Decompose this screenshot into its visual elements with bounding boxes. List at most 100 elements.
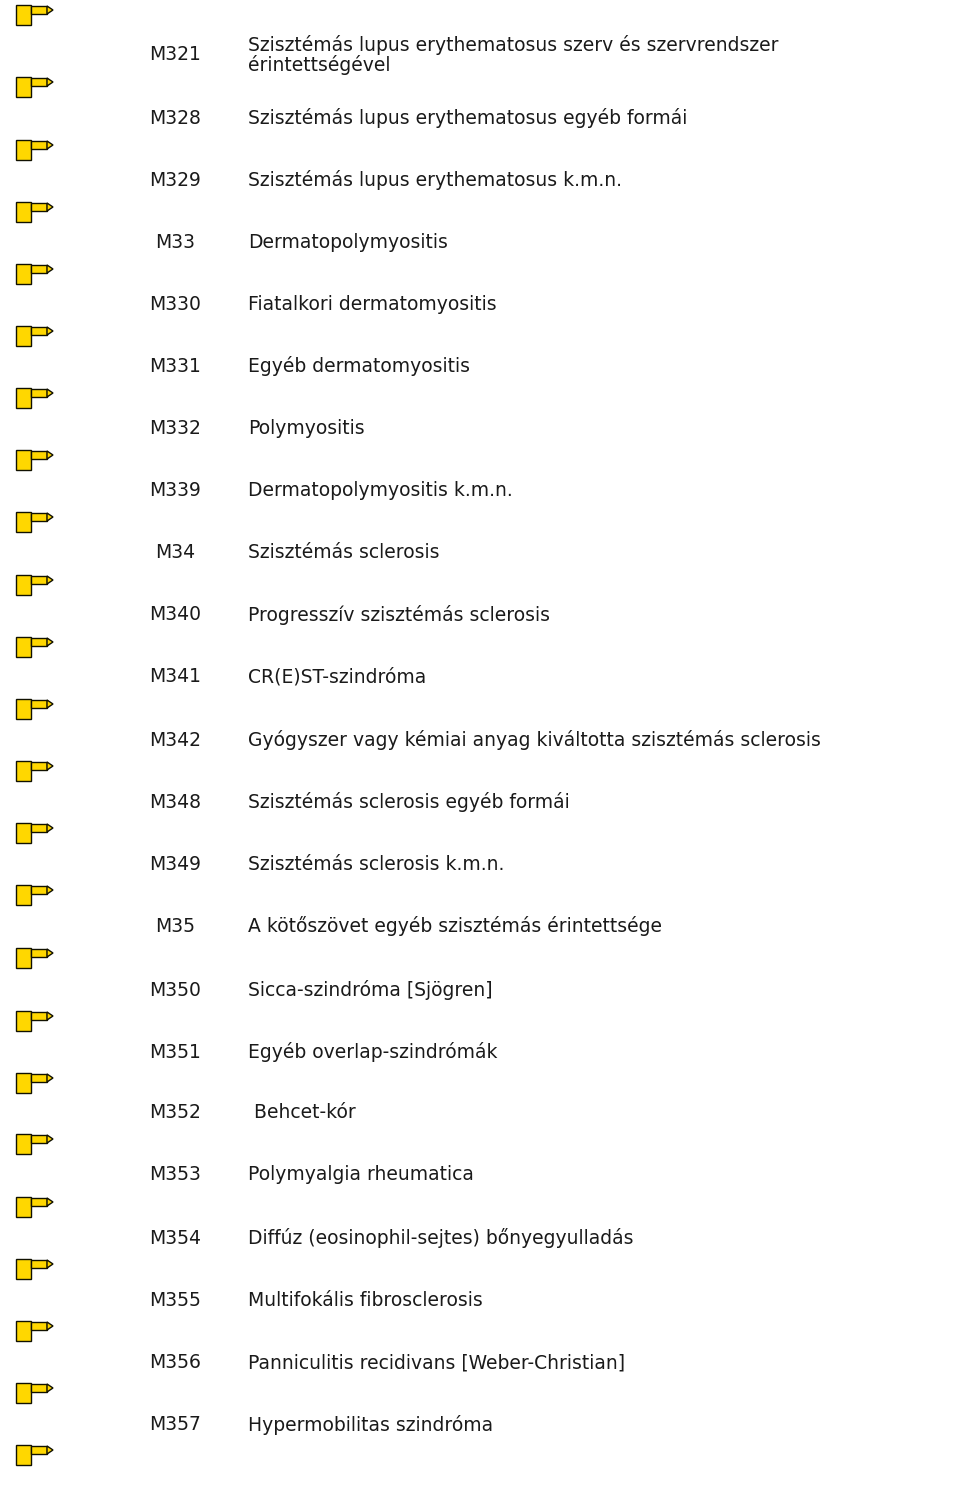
Text: érintettségével: érintettségével (248, 55, 391, 75)
Text: Szisztémás lupus erythematosus szerv és szervrendszer: Szisztémás lupus erythematosus szerv és … (248, 36, 779, 55)
Text: Progresszív szisztémás sclerosis: Progresszív szisztémás sclerosis (248, 604, 550, 625)
Text: A kötőszövet egyéb szisztémás érintettsége: A kötőszövet egyéb szisztémás érintettsé… (248, 916, 662, 935)
Bar (31, 78, 47, 87)
FancyBboxPatch shape (16, 885, 31, 906)
Text: Egyéb dermatomyositis: Egyéb dermatomyositis (248, 357, 470, 376)
Text: Panniculitis recidivans [Weber-Christian]: Panniculitis recidivans [Weber-Christian… (248, 1353, 625, 1373)
Text: Szisztémás sclerosis egyéb formái: Szisztémás sclerosis egyéb formái (248, 792, 569, 812)
FancyBboxPatch shape (16, 1444, 31, 1465)
FancyBboxPatch shape (16, 1320, 31, 1341)
Text: M33: M33 (155, 233, 195, 252)
Bar (31, 327, 47, 336)
FancyBboxPatch shape (16, 1134, 31, 1153)
FancyBboxPatch shape (16, 140, 31, 160)
Bar (31, 1074, 47, 1082)
Bar (31, 142, 47, 149)
FancyBboxPatch shape (16, 698, 31, 719)
Text: M341: M341 (149, 667, 201, 686)
Text: Polymyositis: Polymyositis (248, 418, 365, 437)
Bar (31, 6, 47, 13)
FancyBboxPatch shape (16, 1073, 31, 1094)
FancyBboxPatch shape (16, 1012, 31, 1031)
Bar (31, 1446, 47, 1455)
Polygon shape (47, 1012, 53, 1021)
FancyBboxPatch shape (16, 325, 31, 346)
Text: M351: M351 (149, 1043, 201, 1061)
Bar (31, 451, 47, 460)
Bar (31, 576, 47, 583)
Bar (31, 266, 47, 273)
Text: Sicca-szindróma [Sjögren]: Sicca-szindróma [Sjögren] (248, 980, 492, 1000)
Bar (31, 1261, 47, 1268)
Bar (31, 389, 47, 397)
Text: CR(E)ST-szindróma: CR(E)ST-szindróma (248, 667, 426, 686)
Text: M331: M331 (149, 357, 201, 376)
Bar (31, 886, 47, 894)
FancyBboxPatch shape (16, 451, 31, 470)
Polygon shape (47, 1198, 53, 1206)
Bar (31, 762, 47, 770)
Text: M342: M342 (149, 731, 201, 749)
Text: M339: M339 (149, 480, 201, 500)
FancyBboxPatch shape (16, 264, 31, 283)
Text: M35: M35 (155, 916, 195, 935)
Text: M328: M328 (149, 109, 201, 127)
Bar (31, 513, 47, 521)
FancyBboxPatch shape (16, 4, 31, 25)
Polygon shape (47, 886, 53, 894)
Polygon shape (47, 203, 53, 210)
Text: Dermatopolymyositis k.m.n.: Dermatopolymyositis k.m.n. (248, 480, 513, 500)
FancyBboxPatch shape (16, 574, 31, 595)
Text: Multifokális fibrosclerosis: Multifokális fibrosclerosis (248, 1291, 483, 1310)
Text: M349: M349 (149, 855, 201, 873)
FancyBboxPatch shape (16, 78, 31, 97)
FancyBboxPatch shape (16, 824, 31, 843)
Polygon shape (47, 1385, 53, 1392)
Polygon shape (47, 824, 53, 833)
FancyBboxPatch shape (16, 637, 31, 656)
Polygon shape (47, 576, 53, 583)
Text: M340: M340 (149, 606, 201, 625)
Text: Diffúz (eosinophil-sejtes) bőnyegyulladás: Diffúz (eosinophil-sejtes) bőnyegyulladá… (248, 1228, 634, 1247)
Polygon shape (47, 451, 53, 460)
Text: M350: M350 (149, 980, 201, 1000)
Text: Gyógyszer vagy kémiai anyag kiváltotta szisztémás sclerosis: Gyógyszer vagy kémiai anyag kiváltotta s… (248, 730, 821, 750)
Text: M352: M352 (149, 1104, 201, 1122)
Bar (31, 1012, 47, 1021)
Text: M330: M330 (149, 294, 201, 313)
Text: M354: M354 (149, 1228, 201, 1247)
Text: Behcet-kór: Behcet-kór (248, 1104, 356, 1122)
FancyBboxPatch shape (16, 1383, 31, 1402)
Text: Szisztémás lupus erythematosus k.m.n.: Szisztémás lupus erythematosus k.m.n. (248, 170, 622, 189)
Text: M357: M357 (149, 1416, 201, 1434)
Text: Egyéb overlap-szindrómák: Egyéb overlap-szindrómák (248, 1041, 497, 1062)
Text: M34: M34 (155, 543, 195, 562)
Polygon shape (47, 1322, 53, 1329)
Polygon shape (47, 762, 53, 770)
Text: M353: M353 (149, 1165, 201, 1185)
Bar (31, 1198, 47, 1206)
Bar (31, 1385, 47, 1392)
Bar (31, 700, 47, 709)
Bar (31, 949, 47, 956)
Text: M356: M356 (149, 1353, 201, 1373)
Bar (31, 639, 47, 646)
Polygon shape (47, 949, 53, 956)
Polygon shape (47, 389, 53, 397)
Text: Polymyalgia rheumatica: Polymyalgia rheumatica (248, 1165, 474, 1185)
FancyBboxPatch shape (16, 1259, 31, 1279)
Polygon shape (47, 1135, 53, 1143)
Polygon shape (47, 700, 53, 709)
Text: Szisztémás sclerosis: Szisztémás sclerosis (248, 543, 440, 562)
Polygon shape (47, 266, 53, 273)
Bar (31, 1322, 47, 1329)
Text: Szisztémás lupus erythematosus egyéb formái: Szisztémás lupus erythematosus egyéb for… (248, 107, 687, 128)
Bar (31, 1135, 47, 1143)
Polygon shape (47, 1446, 53, 1455)
Polygon shape (47, 1074, 53, 1082)
Text: Fiatalkori dermatomyositis: Fiatalkori dermatomyositis (248, 294, 496, 313)
Bar (31, 824, 47, 833)
Text: M332: M332 (149, 418, 201, 437)
Text: Dermatopolymyositis: Dermatopolymyositis (248, 233, 448, 252)
Polygon shape (47, 142, 53, 149)
